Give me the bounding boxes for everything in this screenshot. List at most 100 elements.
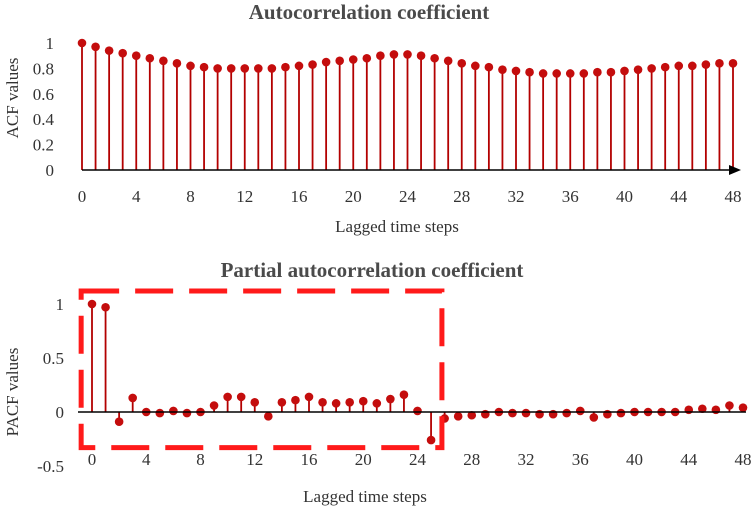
pacf-x-tick-label: 44 bbox=[680, 450, 698, 469]
acf-marker bbox=[145, 53, 155, 63]
pacf-y-tick-label: 0 bbox=[56, 403, 65, 422]
acf-stems bbox=[77, 38, 738, 170]
acf-marker bbox=[565, 69, 575, 78]
pacf-x-tick-label: 48 bbox=[735, 450, 752, 469]
acf-x-tick-label: 32 bbox=[508, 187, 525, 206]
acf-x-tick-label: 48 bbox=[725, 187, 742, 206]
pacf-marker bbox=[589, 413, 599, 422]
acf-y-tick-label: 0.6 bbox=[33, 85, 54, 104]
acf-x-tick-label: 24 bbox=[399, 187, 417, 206]
acf-marker bbox=[647, 64, 656, 73]
pacf-marker bbox=[264, 412, 273, 421]
pacf-marker bbox=[209, 401, 219, 410]
acf-y-tick-label: 1 bbox=[46, 34, 55, 53]
acf-marker bbox=[579, 69, 589, 78]
pacf-marker bbox=[304, 392, 314, 402]
pacf-highlight-box bbox=[78, 288, 445, 451]
pacf-marker bbox=[155, 408, 165, 418]
acf-y-tick-label: 0.2 bbox=[33, 136, 54, 155]
acf-marker bbox=[606, 67, 616, 77]
acf-y-axis-label: ACF values bbox=[3, 58, 22, 139]
pacf-marker bbox=[345, 397, 354, 407]
acf-marker bbox=[159, 56, 168, 66]
pacf-x-tick-label: 16 bbox=[301, 450, 318, 469]
acf-marker bbox=[552, 69, 561, 78]
pacf-y-tick-label: 0.5 bbox=[43, 349, 64, 368]
acf-marker bbox=[660, 62, 670, 72]
acf-marker bbox=[240, 64, 250, 73]
acf-marker bbox=[443, 56, 453, 66]
acf-marker bbox=[728, 59, 738, 68]
pacf-x-tick-label: 40 bbox=[626, 450, 643, 469]
pacf-marker bbox=[453, 412, 463, 421]
acf-marker bbox=[688, 61, 697, 71]
pacf-marker bbox=[87, 299, 97, 309]
acf-marker bbox=[172, 59, 182, 68]
acf-marker bbox=[186, 61, 195, 71]
acf-marker bbox=[226, 64, 236, 73]
acf-x-tick-label: 20 bbox=[345, 187, 362, 206]
acf-marker bbox=[593, 67, 602, 77]
acf-marker bbox=[77, 38, 87, 48]
pacf-x-tick-label: 36 bbox=[572, 450, 589, 469]
acf-marker bbox=[281, 62, 290, 72]
pacf-marker bbox=[169, 406, 178, 416]
pacf-title: Partial autocorrelation coefficient bbox=[221, 258, 524, 282]
acf-x-tick-label: 36 bbox=[562, 187, 579, 206]
acf-marker bbox=[267, 64, 277, 73]
acf-x-tick-label: 28 bbox=[453, 187, 470, 206]
pacf-x-tick-label: 8 bbox=[196, 450, 205, 469]
pacf-chart: Partial autocorrelation coefficient PACF… bbox=[3, 258, 752, 506]
pacf-marker bbox=[616, 408, 626, 418]
pacf-marker bbox=[358, 396, 368, 406]
pacf-marker bbox=[331, 399, 341, 408]
acf-y-tick-label: 0.4 bbox=[33, 110, 55, 129]
pacf-marker bbox=[372, 399, 382, 408]
pacf-x-tick-label: 12 bbox=[246, 450, 263, 469]
acf-x-tick-label: 16 bbox=[291, 187, 308, 206]
pacf-y-tick-label: -0.5 bbox=[37, 457, 64, 476]
acf-marker bbox=[457, 59, 467, 68]
acf-y-ticks: 0 0.2 0.4 0.6 0.8 1 bbox=[33, 34, 55, 180]
pacf-x-tick-label: 24 bbox=[409, 450, 427, 469]
acf-marker bbox=[348, 55, 358, 64]
pacf-x-tick-label: 0 bbox=[88, 450, 97, 469]
acf-marker bbox=[674, 61, 684, 71]
acf-marker bbox=[335, 56, 344, 66]
acf-marker bbox=[403, 50, 412, 59]
pacf-marker bbox=[386, 394, 395, 404]
pacf-marker bbox=[684, 405, 694, 415]
pacf-marker bbox=[399, 390, 409, 400]
acf-marker bbox=[213, 64, 222, 73]
pacf-marker bbox=[101, 302, 110, 312]
pacf-x-tick-label: 4 bbox=[142, 450, 151, 469]
pacf-marker bbox=[277, 397, 287, 407]
acf-marker bbox=[498, 65, 507, 74]
pacf-marker bbox=[236, 392, 246, 402]
acf-title: Autocorrelation coefficient bbox=[249, 0, 489, 24]
pacf-marker bbox=[603, 409, 612, 419]
acf-marker bbox=[118, 48, 127, 58]
pacf-x-axis-label: Lagged time steps bbox=[303, 487, 427, 506]
acf-marker bbox=[538, 69, 548, 78]
pacf-marker bbox=[481, 409, 490, 419]
pacf-marker bbox=[467, 410, 477, 420]
pacf-marker bbox=[291, 395, 300, 405]
acf-marker bbox=[525, 67, 534, 77]
acf-marker bbox=[362, 53, 372, 63]
pacf-y-ticks: -0.5 0 0.5 1 bbox=[37, 295, 64, 476]
pacf-marker bbox=[738, 403, 748, 412]
pacf-y-axis-label: PACF values bbox=[3, 348, 22, 437]
pacf-marker bbox=[508, 408, 517, 418]
acf-y-tick-label: 0 bbox=[46, 161, 55, 180]
acf-marker bbox=[321, 57, 331, 67]
acf-marker bbox=[308, 60, 317, 69]
acf-marker bbox=[254, 64, 263, 73]
acf-marker bbox=[484, 62, 494, 72]
acf-marker bbox=[389, 50, 399, 59]
pacf-marker bbox=[575, 406, 585, 416]
pacf-marker bbox=[426, 435, 436, 445]
acf-x-tick-label: 12 bbox=[236, 187, 253, 206]
pacf-marker bbox=[698, 404, 707, 414]
